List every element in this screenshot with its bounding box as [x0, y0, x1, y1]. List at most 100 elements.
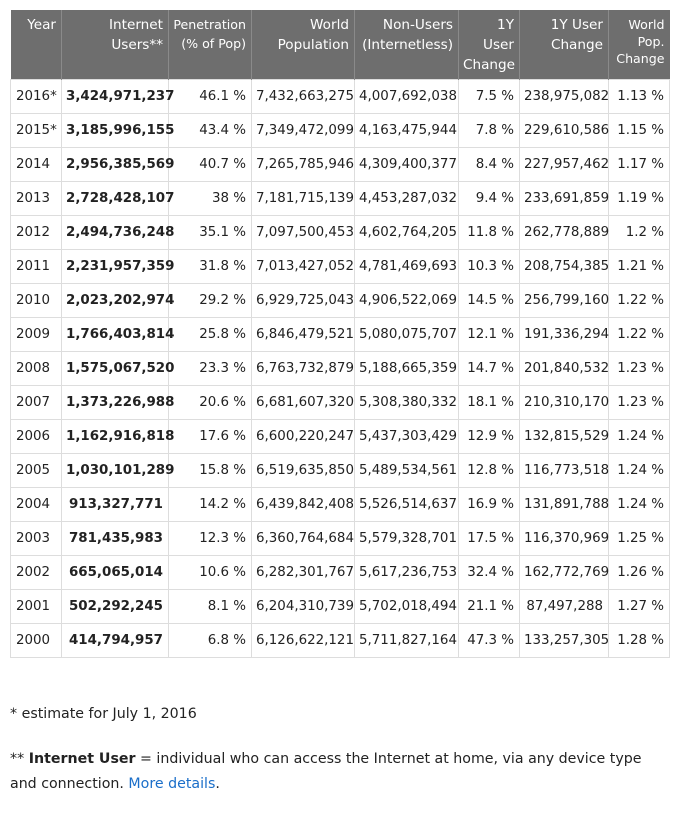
- cell-non-users: 5,489,534,561: [354, 453, 459, 488]
- header-1y-user-change-pct: 1Y User Change: [458, 10, 520, 80]
- cell-world-pop-change: 1.17 %: [608, 147, 670, 182]
- table-row: 2009 1,766,403,814 25.8 % 6,846,479,521 5,08…: [10, 317, 670, 352]
- cell-user-change: 238,975,082: [519, 79, 609, 114]
- table-row: 2005 1,030,101,289 15.8 % 6,519,635,850 5,48…: [10, 453, 670, 488]
- cell-non-users: 4,309,400,377: [354, 147, 459, 182]
- table-row: 2012 2,494,736,248 35.1 % 7,097,500,453 4,60…: [10, 215, 670, 250]
- cell-users: 1,162,916,818: [61, 419, 174, 454]
- cell-users: 2,494,736,248: [61, 215, 174, 250]
- cell-world-pop-change: 1.23 %: [608, 351, 670, 386]
- cell-non-users: 5,188,665,359: [354, 351, 459, 386]
- table-row: 2003 781,435,983 12.3 % 6,360,764,684 5,579,…: [10, 521, 670, 556]
- cell-user-change: 116,370,969: [519, 521, 609, 556]
- cell-penetration: 8.1 %: [168, 589, 252, 624]
- cell-world-pop-change: 1.25 %: [608, 521, 670, 556]
- cell-users: 1,030,101,289: [61, 453, 174, 488]
- table-row: 2015* 3,185,996,155 43.4 % 7,349,472,099 4,1…: [10, 113, 670, 148]
- cell-penetration: 40.7 %: [168, 147, 252, 182]
- cell-world-pop-change: 1.24 %: [608, 453, 670, 488]
- header-penetration: Penetration (% of Pop): [168, 10, 252, 80]
- table-row: 2014 2,956,385,569 40.7 % 7,265,785,946 4,30…: [10, 147, 670, 182]
- header-row: Year Internet Users** Penetration (% of Po…: [10, 10, 670, 80]
- header-non-users: Non-Users (Internetless): [354, 10, 459, 80]
- cell-world-population: 7,181,715,139: [251, 181, 355, 216]
- cell-world-pop-change: 1.22 %: [608, 283, 670, 318]
- cell-world-population: 6,519,635,850: [251, 453, 355, 488]
- cell-year: 2004: [10, 487, 62, 522]
- cell-users: 1,373,226,988: [61, 385, 174, 420]
- definition-prefix: **: [10, 751, 29, 767]
- cell-non-users: 4,163,475,944: [354, 113, 459, 148]
- cell-non-users: 5,711,827,164: [354, 623, 459, 658]
- cell-year: 2011: [10, 249, 62, 284]
- cell-user-change-pct: 10.3 %: [458, 249, 520, 284]
- cell-world-population: 7,349,472,099: [251, 113, 355, 148]
- cell-year: 2016*: [10, 79, 62, 114]
- cell-penetration: 46.1 %: [168, 79, 252, 114]
- header-world-pop-change: World Pop. Change: [608, 10, 670, 80]
- cell-world-population: 6,846,479,521: [251, 317, 355, 352]
- cell-user-change: 201,840,532: [519, 351, 609, 386]
- cell-penetration: 43.4 %: [168, 113, 252, 148]
- cell-year: 2006: [10, 419, 62, 454]
- cell-user-change-pct: 12.9 %: [458, 419, 520, 454]
- cell-users: 3,185,996,155: [61, 113, 174, 148]
- cell-penetration: 12.3 %: [168, 521, 252, 556]
- cell-world-pop-change: 1.13 %: [608, 79, 670, 114]
- footnotes: * estimate for July 1, 2016 ** Internet …: [10, 702, 650, 797]
- cell-world-pop-change: 1.23 %: [608, 385, 670, 420]
- cell-world-population: 7,097,500,453: [251, 215, 355, 250]
- more-details-link[interactable]: More details: [128, 776, 216, 792]
- table-row: 2006 1,162,916,818 17.6 % 6,600,220,247 5,43…: [10, 419, 670, 454]
- cell-users: 1,575,067,520: [61, 351, 174, 386]
- table-row: 2013 2,728,428,107 38 % 7,181,715,139 4,453,…: [10, 181, 670, 216]
- cell-year: 2002: [10, 555, 62, 590]
- cell-penetration: 29.2 %: [168, 283, 252, 318]
- cell-world-pop-change: 1.27 %: [608, 589, 670, 624]
- cell-world-population: 7,265,785,946: [251, 147, 355, 182]
- cell-year: 2015*: [10, 113, 62, 148]
- definition-text: = individual who can access the Internet…: [10, 751, 642, 792]
- header-world-population: World Population: [251, 10, 355, 80]
- table-row: 2007 1,373,226,988 20.6 % 6,681,607,320 5,30…: [10, 385, 670, 420]
- cell-world-pop-change: 1.15 %: [608, 113, 670, 148]
- table-row: 2016* 3,424,971,237 46.1 % 7,432,663,275 4,0…: [10, 79, 670, 114]
- cell-user-change-pct: 21.1 %: [458, 589, 520, 624]
- cell-user-change: 208,754,385: [519, 249, 609, 284]
- cell-penetration: 38 %: [168, 181, 252, 216]
- cell-user-change-pct: 47.3 %: [458, 623, 520, 658]
- cell-world-pop-change: 1.26 %: [608, 555, 670, 590]
- cell-world-population: 6,763,732,879: [251, 351, 355, 386]
- cell-non-users: 4,007,692,038: [354, 79, 459, 114]
- table-header: Year Internet Users** Penetration (% of Po…: [10, 10, 670, 80]
- cell-year: 2000: [10, 623, 62, 658]
- cell-world-pop-change: 1.22 %: [608, 317, 670, 352]
- header-internet-users: Internet Users**: [61, 10, 169, 80]
- cell-year: 2008: [10, 351, 62, 386]
- table-row: 2010 2,023,202,974 29.2 % 6,929,725,043 4,90…: [10, 283, 670, 318]
- cell-user-change: 229,610,586: [519, 113, 609, 148]
- cell-penetration: 35.1 %: [168, 215, 252, 250]
- cell-users: 913,327,771: [61, 487, 169, 522]
- cell-users: 2,956,385,569: [61, 147, 174, 182]
- cell-non-users: 5,617,236,753: [354, 555, 459, 590]
- cell-penetration: 10.6 %: [168, 555, 252, 590]
- cell-world-population: 6,360,764,684: [251, 521, 355, 556]
- cell-world-population: 6,600,220,247: [251, 419, 355, 454]
- cell-year: 2010: [10, 283, 62, 318]
- header-1y-user-change: 1Y User Change: [519, 10, 609, 80]
- table-row: 2000 414,794,957 6.8 % 6,126,622,121 5,711,8…: [10, 623, 670, 658]
- cell-penetration: 14.2 %: [168, 487, 252, 522]
- cell-user-change: 262,778,889: [519, 215, 609, 250]
- cell-user-change-pct: 14.7 %: [458, 351, 520, 386]
- cell-users: 414,794,957: [61, 623, 169, 658]
- cell-year: 2014: [10, 147, 62, 182]
- cell-non-users: 4,453,287,032: [354, 181, 459, 216]
- cell-users: 502,292,245: [61, 589, 169, 624]
- cell-penetration: 20.6 %: [168, 385, 252, 420]
- cell-world-pop-change: 1.24 %: [608, 487, 670, 522]
- cell-non-users: 5,702,018,494: [354, 589, 459, 624]
- cell-non-users: 5,308,380,332: [354, 385, 459, 420]
- cell-users: 2,728,428,107: [61, 181, 174, 216]
